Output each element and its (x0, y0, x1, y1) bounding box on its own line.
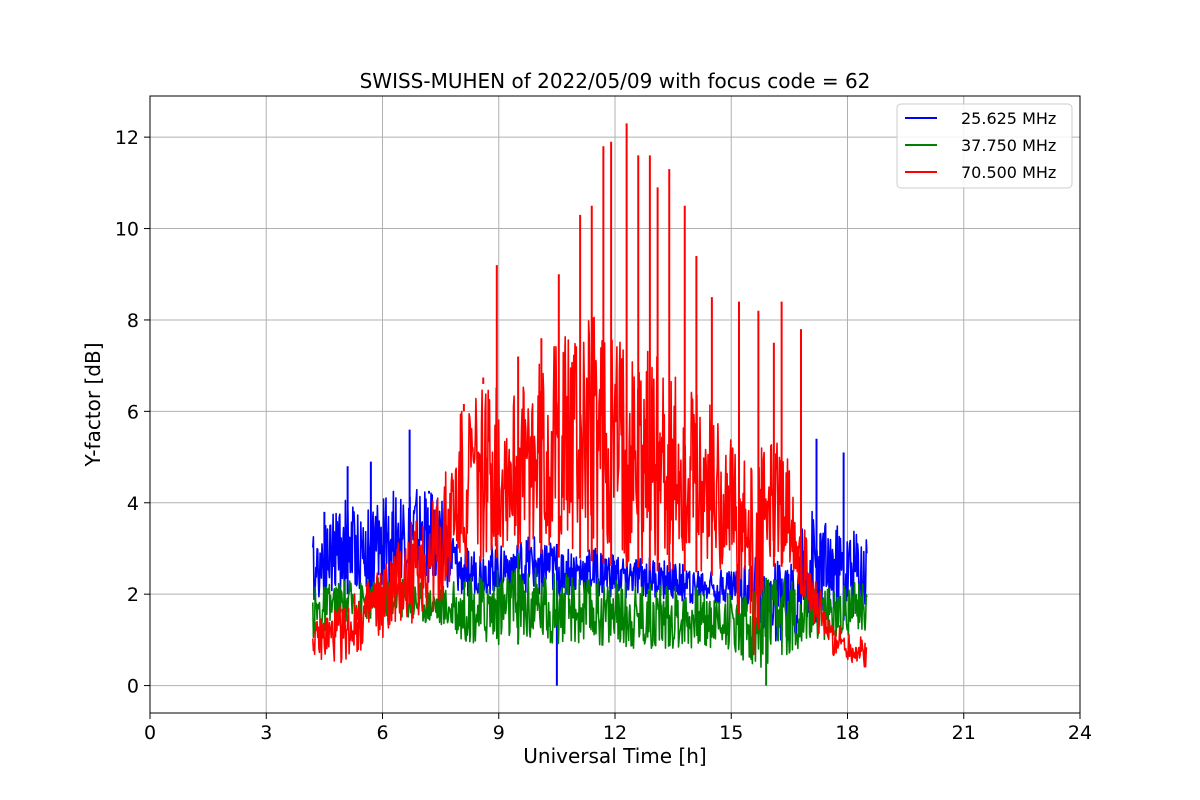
legend-label: 70.500 MHz (961, 163, 1056, 182)
y-tick-label: 8 (127, 310, 139, 332)
legend-label: 25.625 MHz (961, 109, 1056, 128)
x-tick-label: 0 (144, 722, 156, 744)
x-tick-label: 24 (1068, 722, 1092, 744)
series-3 (312, 123, 868, 668)
series-line (312, 567, 868, 668)
y-axis-title: Y-factor [dB] (81, 342, 105, 467)
y-tick-label: 12 (115, 127, 139, 149)
y-tick-label: 0 (127, 676, 139, 698)
y-tick-label: 2 (127, 584, 139, 606)
legend-box (896, 103, 1073, 189)
series-2 (312, 553, 868, 686)
legend-label: 37.750 MHz (961, 136, 1056, 155)
y-tick-label: 10 (115, 219, 139, 241)
x-tick-label: 12 (603, 722, 627, 744)
x-tick-label: 18 (835, 722, 859, 744)
x-tick-label: 21 (952, 722, 976, 744)
y-tick-label: 6 (127, 401, 139, 423)
x-tick-label: 3 (260, 722, 272, 744)
chart-title: SWISS-MUHEN of 2022/05/09 with focus cod… (360, 69, 871, 93)
x-tick-label: 6 (376, 722, 388, 744)
x-tick-label: 9 (493, 722, 505, 744)
y-tick-label: 4 (127, 493, 139, 515)
plot-area (312, 123, 868, 686)
x-axis-title: Universal Time [h] (523, 744, 706, 768)
x-tick-label: 15 (719, 722, 743, 744)
legend: 25.625 MHz 37.750 MHz 70.500 MHz (896, 103, 1073, 189)
